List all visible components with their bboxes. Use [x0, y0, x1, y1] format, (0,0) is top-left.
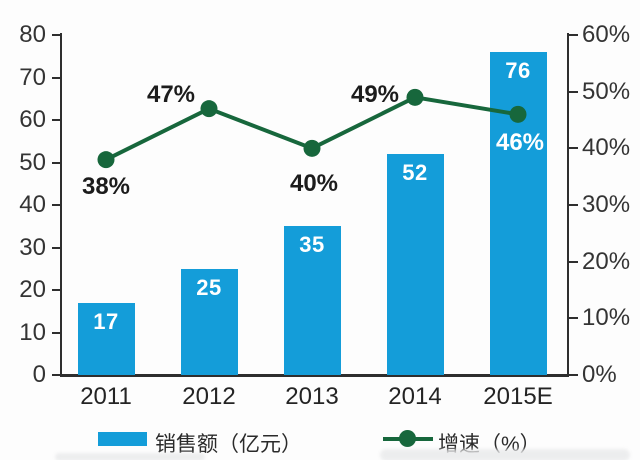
growth-legend-dot-icon: [399, 430, 416, 447]
watermark-fragment: [55, 453, 205, 460]
right-axis-tick-label: 20%: [582, 247, 631, 275]
bar-value-label: 35: [299, 232, 325, 258]
right-axis-tick: [569, 147, 578, 150]
left-axis-tick: [52, 246, 61, 249]
bar-value-label: 76: [505, 58, 531, 83]
right-axis-line: [567, 33, 569, 377]
sales-bar-2012: 25: [180, 268, 238, 375]
left-axis-tick-label: 40: [19, 191, 46, 218]
right-axis-tick-label: 0%: [582, 361, 617, 388]
left-axis-tick-label: 10: [19, 318, 46, 346]
growth-value-label-2013: 40%: [289, 170, 339, 198]
left-axis-tick: [52, 289, 61, 291]
left-axis-tick-label: 80: [19, 21, 46, 48]
right-axis-tick-label: 60%: [582, 21, 631, 48]
x-axis-label-2015E: 2015E: [483, 383, 553, 410]
sales-legend-swatch: [98, 432, 147, 446]
left-axis-tick: [52, 76, 61, 79]
bar-value-label: 17: [93, 308, 119, 334]
growth-point-2011: [97, 151, 115, 169]
left-axis-tick-label: 60: [19, 106, 46, 133]
growth-point-2012: [200, 100, 218, 118]
sales-legend-label: 销售额（亿元）: [155, 433, 302, 456]
left-axis-tick-label: 30: [19, 233, 46, 261]
left-axis-tick-label: 20: [19, 276, 46, 303]
left-axis-tick: [52, 34, 61, 36]
x-axis-label-2013: 2013: [285, 383, 339, 410]
growth-value-label-2011: 38%: [81, 172, 131, 200]
right-axis-tick-label: 30%: [582, 191, 631, 218]
left-axis-tick: [52, 204, 61, 206]
right-axis-tick: [569, 260, 578, 263]
growth-point-2013: [303, 139, 321, 157]
left-axis-tick-label: 50: [19, 148, 46, 176]
right-axis-tick-label: 10%: [582, 304, 631, 332]
left-axis-tick: [52, 374, 61, 376]
right-axis-tick-label: 50%: [582, 77, 631, 105]
growth-point-2015E: [509, 105, 527, 123]
right-axis-tick: [569, 317, 578, 320]
bar-value-label: 25: [196, 274, 222, 300]
left-axis-line: [60, 33, 62, 377]
right-axis-tick: [569, 34, 578, 36]
sales-bar-2011: 17: [77, 302, 135, 375]
watermark-fragment: [380, 449, 630, 460]
left-axis-tick: [52, 161, 61, 164]
left-axis-tick: [52, 119, 61, 121]
x-axis-label-2011: 2011: [80, 383, 132, 410]
x-axis-label-2014: 2014: [388, 383, 442, 410]
growth-point-2014: [406, 88, 424, 106]
x-axis-label-2012: 2012: [182, 383, 236, 410]
right-axis-tick: [569, 374, 578, 376]
left-axis-tick-label: 0: [32, 361, 46, 388]
right-axis-tick: [569, 90, 578, 93]
growth-value-label-2012: 47%: [146, 80, 196, 108]
right-axis-tick-label: 40%: [582, 134, 631, 162]
growth-value-label-2014: 49%: [350, 81, 400, 109]
sales-bar-2014: 52: [386, 154, 444, 375]
bar-value-label: 52: [402, 160, 428, 185]
growth-value-label-2015E: 46%: [495, 129, 545, 157]
x-axis-baseline: [60, 374, 569, 377]
left-axis-tick-label: 70: [19, 63, 46, 91]
right-axis-tick: [569, 204, 578, 206]
sales-bar-2013: 35: [283, 226, 341, 375]
left-axis-tick: [52, 331, 61, 334]
